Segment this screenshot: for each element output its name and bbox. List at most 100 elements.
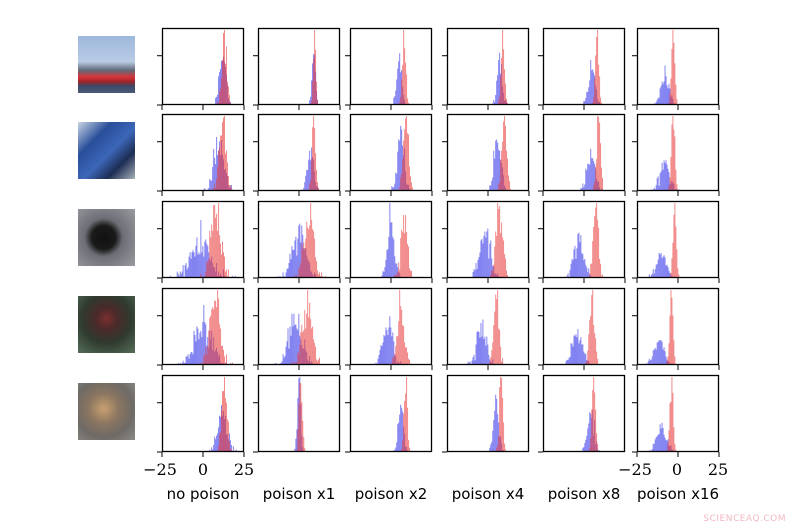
hist-bar-blue	[579, 340, 581, 365]
hist-bar-blue	[297, 238, 299, 278]
hist-bar-blue	[491, 258, 493, 278]
x-tick-label: −25	[618, 460, 652, 479]
hist-bar-blue	[209, 179, 211, 191]
hist-bar-blue	[379, 350, 381, 365]
hist-bar-blue	[400, 125, 402, 191]
hist-bar-red	[411, 182, 412, 191]
hist-bar-red	[500, 377, 502, 452]
panel-truck-4	[538, 113, 626, 196]
row-image-truck	[78, 122, 135, 179]
hist-bar-red	[595, 409, 597, 452]
column-label: poison x4	[451, 485, 525, 503]
hist-bar-red	[673, 42, 675, 105]
panel-horse-5	[632, 287, 720, 370]
hist-bar-red	[489, 361, 491, 365]
hist-bar-blue	[235, 449, 237, 452]
hist-bar-blue	[488, 354, 490, 365]
hist-bar-blue	[189, 252, 191, 278]
hist-bar-blue	[497, 142, 499, 191]
hist-bar-blue	[399, 140, 401, 191]
hist-bar-blue	[575, 258, 577, 278]
hist-bar-blue	[655, 101, 657, 105]
hist-bar-red	[589, 447, 591, 452]
hist-bar-blue	[664, 351, 666, 365]
hist-bar-red	[506, 270, 508, 278]
hist-bar-blue	[395, 90, 397, 105]
hist-bar-red	[601, 102, 603, 105]
hist-bar-blue	[479, 337, 481, 365]
hist-bar-blue	[486, 336, 488, 365]
hist-bar-red	[406, 232, 408, 278]
hist-bar-blue	[293, 313, 295, 365]
hist-bar-blue	[585, 353, 587, 365]
axes-frame	[349, 113, 433, 192]
hist-bar-blue	[391, 186, 393, 191]
hist-bar-red	[673, 129, 675, 191]
column-label: poison x1	[262, 485, 336, 503]
hist-bar-red	[306, 221, 308, 278]
hist-bar-blue	[195, 341, 197, 365]
hist-bar-red	[218, 298, 220, 365]
hist-bar-blue	[205, 239, 207, 278]
hist-bar-red	[505, 83, 507, 105]
hist-bar-red	[669, 315, 671, 365]
hist-bar-red	[219, 324, 221, 365]
hist-bar-red	[303, 330, 305, 365]
hist-bar-red	[599, 258, 601, 278]
hist-bar-red	[218, 150, 220, 191]
hist-bar-red	[598, 116, 600, 191]
hist-bar-blue	[217, 94, 219, 105]
hist-bar-red	[673, 427, 675, 452]
hist-bar-red	[405, 393, 407, 452]
hist-bar-red	[504, 254, 506, 278]
hist-bar-blue	[656, 99, 658, 105]
hist-bar-blue	[578, 232, 580, 278]
hist-bar-blue	[658, 340, 660, 365]
hist-bar-blue	[571, 258, 573, 278]
hist-bar-red	[316, 170, 318, 191]
hist-bar-blue	[663, 347, 665, 365]
hist-bar-red	[410, 270, 412, 278]
hist-bar-red	[498, 184, 500, 191]
axes-frame	[349, 27, 433, 106]
hist-bar-blue	[477, 260, 479, 278]
hist-bar-blue	[566, 275, 568, 278]
hist-bar-blue	[583, 351, 585, 365]
hist-bar-red	[408, 358, 410, 365]
panel-dog-4	[538, 200, 626, 283]
hist-bar-blue	[654, 439, 656, 452]
hist-bar-blue	[282, 354, 284, 365]
hist-bar-blue	[591, 70, 593, 105]
hist-bar-blue	[295, 438, 297, 452]
hist-bar-blue	[584, 353, 586, 365]
hist-bar-blue	[590, 60, 592, 105]
hist-bar-red	[492, 270, 494, 278]
hist-bar-blue	[288, 348, 290, 365]
hist-bar-red	[396, 274, 398, 278]
hist-bar-blue	[579, 242, 581, 278]
hist-bar-blue	[232, 446, 234, 452]
hist-bar-red	[298, 403, 300, 452]
hist-bar-red	[402, 159, 404, 191]
hist-bar-blue	[569, 356, 571, 365]
hist-bar-blue	[668, 270, 670, 278]
hist-bar-blue	[381, 275, 383, 278]
hist-bar-red	[490, 357, 492, 365]
hist-bar-blue	[478, 257, 480, 278]
hist-bar-red	[212, 230, 214, 278]
hist-bar-red	[228, 441, 230, 452]
hist-bar-red	[211, 309, 213, 365]
hist-bar-red	[218, 203, 220, 278]
hist-bar-blue	[581, 253, 583, 278]
hist-bar-blue	[384, 336, 386, 365]
axes-frame	[446, 27, 530, 106]
hist-bar-blue	[304, 182, 306, 191]
hist-bar-red	[224, 153, 226, 191]
hist-bar-blue	[586, 267, 588, 278]
hist-bar-red	[397, 336, 399, 365]
hist-bar-red	[311, 100, 313, 105]
hist-bar-red	[591, 295, 593, 365]
hist-bar-red	[500, 76, 502, 105]
hist-bar-blue	[589, 80, 591, 105]
hist-bar-red	[405, 215, 407, 278]
